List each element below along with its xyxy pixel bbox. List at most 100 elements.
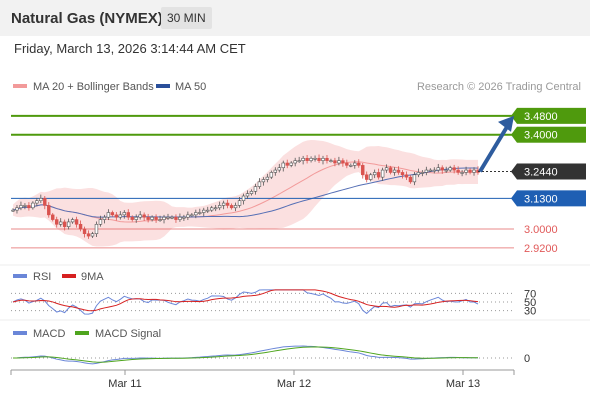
candle-body — [368, 174, 373, 180]
candle-body — [468, 169, 472, 173]
macd-signal-legend-label: MACD Signal — [95, 328, 161, 340]
candle-body — [178, 216, 182, 220]
candle-body — [241, 195, 246, 202]
candle-body — [301, 157, 305, 161]
candle-body — [86, 233, 91, 237]
candle-body — [35, 200, 39, 204]
candle-body — [198, 212, 202, 214]
candle-body — [424, 169, 429, 173]
candle-body — [408, 176, 413, 183]
level-badge-3.4800 — [517, 107, 586, 124]
research-credit: Research © 2026 Trading Central — [417, 81, 581, 93]
candle-body — [249, 190, 254, 194]
candle-body — [78, 223, 83, 230]
level-badge-3.1300 — [517, 190, 586, 207]
rsi-ma-legend-swatch — [62, 274, 76, 278]
candle-body — [225, 202, 230, 206]
candle-body — [90, 233, 95, 237]
price-panel: 3.4800 3.4000 3.1300 3.0000 2.9200 3.2440 — [11, 107, 586, 255]
candle-body — [221, 202, 226, 206]
candle-body — [11, 209, 15, 212]
level-label-3.4800: 3.4800 — [524, 111, 558, 123]
candle-body — [126, 212, 130, 218]
candle-body — [217, 205, 222, 209]
candle-body — [170, 216, 174, 219]
rsi-legend-swatch — [13, 274, 27, 278]
rsi-ma-line — [12, 289, 479, 312]
candle-body — [39, 198, 43, 202]
rsi-axis-label-30: 30 — [524, 306, 536, 318]
candle-body — [106, 212, 111, 218]
candle-body — [114, 214, 119, 218]
ma20-legend-swatch — [13, 84, 27, 88]
candle-body — [31, 202, 35, 209]
candle-body — [400, 172, 405, 176]
candle-body — [341, 160, 345, 164]
candle-body — [404, 174, 409, 178]
bollinger-band — [13, 140, 478, 247]
candle-body — [325, 157, 329, 161]
interval-badge[interactable]: 30 MIN — [161, 7, 212, 29]
forecast-arrow — [478, 125, 509, 173]
level-badge-tip-3.1300 — [511, 190, 517, 207]
candle-body — [51, 214, 55, 220]
candle-body — [55, 219, 59, 225]
candle-body — [293, 160, 297, 164]
candle-body — [353, 162, 357, 166]
candle-body — [245, 193, 250, 197]
candle-body — [82, 228, 87, 235]
candle-body — [134, 216, 138, 220]
x-axis: Mar 11 Mar 12 Mar 13 — [0, 264, 590, 390]
candle-body — [253, 186, 258, 192]
candle-body — [305, 157, 309, 161]
candle-body — [233, 205, 238, 209]
candle-body — [202, 209, 206, 213]
candle-body — [396, 169, 401, 173]
candle-body — [130, 216, 134, 220]
candle-body — [376, 172, 381, 178]
candle-body — [460, 172, 464, 174]
level-label-3.1300: 3.1300 — [524, 193, 558, 205]
candle-body — [190, 214, 194, 217]
candle-body — [456, 169, 460, 173]
candle-body — [162, 216, 166, 220]
candle-body — [464, 169, 468, 173]
candle-body — [365, 174, 369, 180]
candle-body — [166, 216, 170, 219]
candle-body — [43, 198, 47, 206]
candle-body — [257, 181, 262, 187]
rsi-axis-label-70: 70 — [524, 288, 536, 300]
candle-body — [19, 205, 23, 209]
candle-body — [472, 169, 476, 173]
candle-body — [452, 167, 456, 171]
candle-body — [186, 214, 190, 218]
candle-body — [428, 169, 433, 172]
chart-datetime: Friday, March 13, 2026 3:14:44 AM CET — [14, 41, 246, 56]
candle-body — [122, 212, 126, 216]
current-price-badge-tip — [511, 163, 517, 180]
candle-body — [142, 214, 146, 218]
candle-body — [277, 167, 281, 171]
ma50-legend-label: MA 50 — [175, 81, 206, 93]
candle-body — [70, 219, 75, 223]
x-tick-label-Mar-11: Mar 11 — [108, 378, 141, 390]
macd-legend-label: MACD — [33, 328, 65, 340]
candle-body — [58, 221, 63, 225]
candle-body — [285, 162, 289, 166]
candle-body — [440, 167, 444, 171]
candle-body — [265, 176, 270, 180]
candle-body — [237, 200, 242, 206]
rsi-line — [12, 289, 479, 315]
ma50-legend-swatch — [156, 84, 170, 88]
candle-body — [317, 157, 321, 161]
rsi-legend-label: RSI — [33, 271, 51, 283]
candle-body — [261, 179, 266, 183]
candle-body — [74, 219, 79, 225]
candle-body — [62, 221, 67, 227]
candle-body — [102, 216, 107, 220]
level-label-2.9200: 2.9200 — [524, 243, 558, 255]
candle-body — [357, 162, 361, 166]
candle-body — [269, 172, 274, 178]
candle-body — [448, 167, 452, 171]
